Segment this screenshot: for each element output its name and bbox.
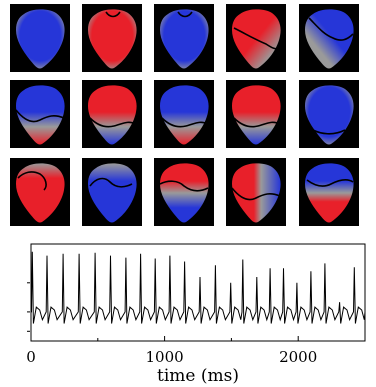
activation-map-panel bbox=[10, 80, 70, 148]
heart-shape bbox=[160, 9, 209, 69]
x-axis-label: time (ms) bbox=[157, 366, 239, 386]
activation-map-panel bbox=[154, 4, 214, 72]
ecg-trace bbox=[31, 251, 366, 324]
activation-map-grid bbox=[10, 4, 359, 232]
activation-map-panel bbox=[299, 158, 359, 226]
activation-map-panel bbox=[154, 80, 214, 148]
heart-shape bbox=[88, 85, 137, 145]
heart-map bbox=[305, 9, 354, 69]
heart-shape bbox=[305, 85, 354, 145]
activation-map-panel bbox=[154, 158, 214, 226]
x-axis-ticks: 0 1000 2000 bbox=[26, 336, 317, 366]
activation-map-panel bbox=[82, 158, 142, 226]
heart-map bbox=[160, 9, 209, 69]
heart-shape bbox=[305, 9, 354, 69]
heart-map bbox=[305, 163, 354, 223]
x-tick-label: 2000 bbox=[279, 348, 317, 366]
wavefront-contour bbox=[233, 27, 281, 50]
wavefront-contour bbox=[177, 11, 193, 18]
heart-map bbox=[232, 85, 281, 145]
heart-map bbox=[160, 85, 209, 145]
activation-map-panel bbox=[10, 4, 70, 72]
x-tick-label: 0 bbox=[26, 348, 36, 366]
activation-map-panel bbox=[226, 80, 286, 148]
activation-map-panel bbox=[226, 4, 286, 72]
wavefront-contour bbox=[233, 117, 281, 128]
ecg-chart: 0 1000 2000 time (ms) bbox=[26, 243, 366, 386]
heart-map bbox=[88, 85, 137, 145]
heart-shape bbox=[160, 85, 209, 145]
heart-map bbox=[16, 9, 65, 69]
activation-map-panel bbox=[10, 158, 70, 226]
wavefront-contour bbox=[306, 179, 354, 187]
heart-shape bbox=[16, 9, 65, 69]
heart-map bbox=[305, 85, 354, 145]
heart-map bbox=[231, 163, 281, 223]
heart-shape bbox=[16, 163, 65, 223]
plot-frame bbox=[30, 243, 366, 342]
wavefront-contour bbox=[308, 17, 354, 41]
heart-map bbox=[88, 9, 137, 69]
heart-shape bbox=[160, 163, 209, 223]
activation-map-panel bbox=[299, 80, 359, 148]
wavefront-contour bbox=[159, 180, 209, 192]
heart-map bbox=[15, 85, 65, 145]
wavefront-contour bbox=[89, 117, 137, 128]
activation-map-panel bbox=[82, 80, 142, 148]
wavefront-contour bbox=[312, 129, 346, 135]
heart-shape bbox=[305, 163, 354, 223]
wavefront-contour bbox=[17, 171, 47, 191]
heart-map bbox=[16, 163, 65, 223]
heart-shape bbox=[16, 85, 65, 145]
heart-shape bbox=[88, 9, 137, 69]
heart-shape bbox=[88, 163, 137, 223]
activation-map-panel bbox=[82, 4, 142, 72]
wavefront-contour bbox=[231, 187, 281, 201]
x-tick-label: 1000 bbox=[146, 348, 184, 366]
activation-map-panel bbox=[226, 158, 286, 226]
activation-map-panel bbox=[299, 4, 359, 72]
heart-shape bbox=[232, 163, 281, 223]
wavefront-contour bbox=[161, 117, 209, 128]
heart-shape bbox=[232, 85, 281, 145]
wavefront-contour bbox=[105, 11, 121, 18]
wavefront-contour bbox=[89, 177, 133, 188]
wavefront-contour bbox=[15, 109, 65, 123]
heart-map bbox=[88, 163, 137, 223]
heart-map bbox=[159, 163, 209, 223]
y-axis-ticks bbox=[27, 282, 30, 332]
heart-map bbox=[232, 9, 281, 69]
